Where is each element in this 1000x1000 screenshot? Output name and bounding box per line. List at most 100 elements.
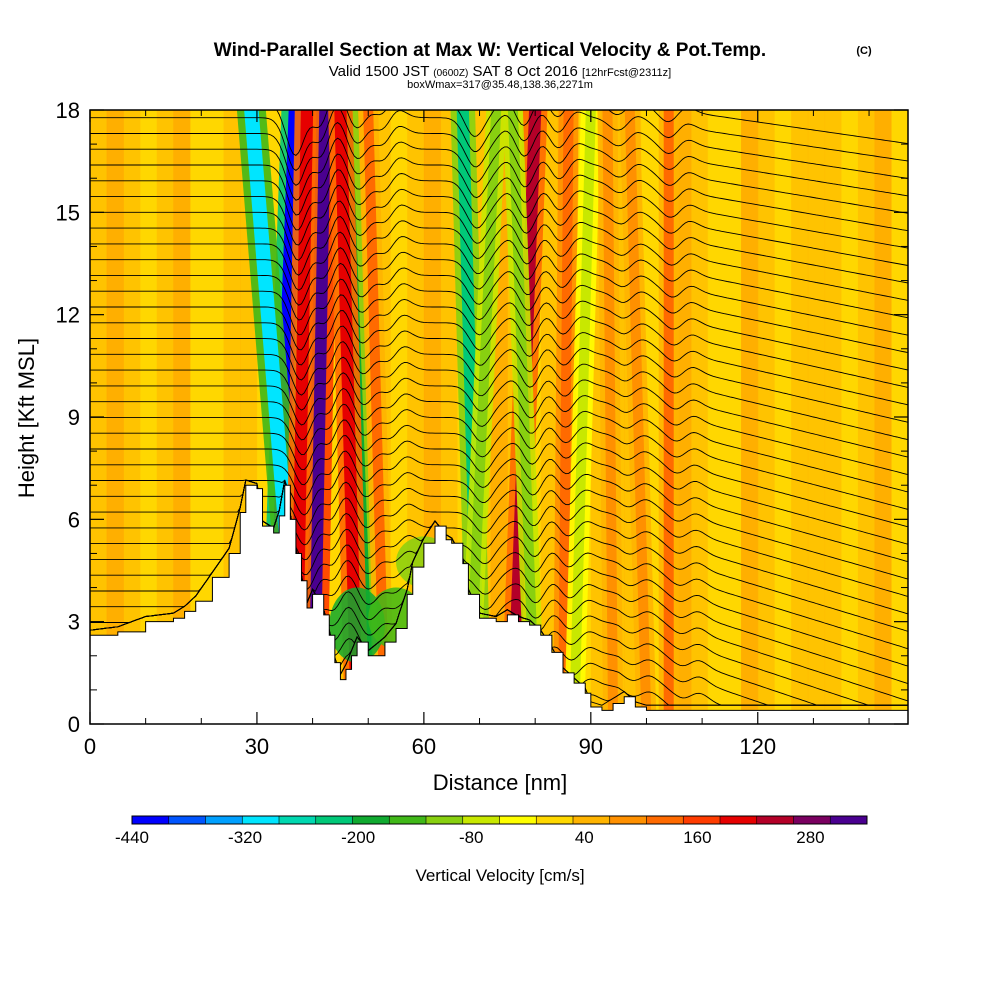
velocity-band xyxy=(557,110,574,724)
isentrope-line xyxy=(90,215,908,284)
y-tick-label: 12 xyxy=(56,303,80,328)
isentrope-line xyxy=(90,110,908,171)
isentrope-line xyxy=(90,403,908,493)
isentrope-line xyxy=(90,479,908,597)
field-stripe xyxy=(841,110,859,724)
isentrope-line xyxy=(90,435,908,528)
colorbar: -440 -320 -200 -80 40 160 280 xyxy=(115,815,868,847)
colorbar-tick-label: 280 xyxy=(796,828,824,847)
colorbar-tick-label: 160 xyxy=(683,828,711,847)
isentrope-line xyxy=(90,450,908,545)
isentrope-line xyxy=(90,262,908,336)
colorbar-swatch xyxy=(205,816,243,824)
isentrope-line xyxy=(90,122,908,186)
velocity-band xyxy=(569,110,596,724)
isentrope-line xyxy=(90,466,908,563)
isentrope-line xyxy=(90,479,908,650)
y-tick-label: 9 xyxy=(68,405,80,430)
colorbar-swatch xyxy=(683,816,721,824)
colorbar-tick-label: -200 xyxy=(341,828,375,847)
y-tick-label: 15 xyxy=(56,200,80,225)
colorbar-swatch xyxy=(168,816,206,824)
colorbar-tick-label: -320 xyxy=(228,828,262,847)
field-stripe xyxy=(857,110,876,724)
x-tick-label: 30 xyxy=(245,734,269,759)
isentrope-line xyxy=(276,110,908,156)
isentrope-line xyxy=(90,372,908,458)
y-tick-label: 6 xyxy=(68,507,80,532)
isentrope-line xyxy=(90,137,908,201)
isentrope-line xyxy=(90,341,908,423)
colorbar-swatch xyxy=(389,816,427,824)
colorbar-swatch xyxy=(462,816,500,824)
velocity-band xyxy=(663,110,674,724)
potential-temperature-contours xyxy=(90,110,908,706)
chart-title: Wind-Parallel Section at Max W: Vertical… xyxy=(214,40,766,61)
subtitle-utc: (0600Z) xyxy=(433,68,468,79)
isentrope-line xyxy=(90,185,908,249)
x-tick-label: 60 xyxy=(412,734,436,759)
isentrope-line xyxy=(90,356,908,441)
colorbar-tick-label: -80 xyxy=(459,828,484,847)
y-axis-label: Height [Kft MSL] xyxy=(14,338,39,498)
colorbar-swatch xyxy=(242,816,280,824)
colorbar-tick-label: 40 xyxy=(575,828,594,847)
field-stripe xyxy=(757,110,775,724)
colorbar-swatch xyxy=(352,816,390,824)
field-stripe xyxy=(874,110,892,724)
colorbar-swatch xyxy=(720,816,758,824)
subtitle-valid: Valid 1500 JST xyxy=(329,63,429,80)
y-tick-label: 3 xyxy=(68,610,80,635)
isentrope-line xyxy=(90,153,908,216)
isentrope-line xyxy=(90,200,908,266)
colorbar-swatch xyxy=(426,816,464,824)
isentrope-line xyxy=(90,247,908,319)
isentrope-line xyxy=(90,419,908,510)
terrain-mask xyxy=(90,484,908,724)
x-tick-label: 0 xyxy=(84,734,96,759)
isentrope-line xyxy=(90,479,908,632)
colorbar-swatch xyxy=(536,816,574,824)
isentrope-line xyxy=(90,387,908,476)
velocity-band xyxy=(463,110,502,724)
chart-subtitle-2: boxWmax=317@35.48,138.36,2271m xyxy=(407,79,593,91)
subtitle-fcst: [12hrFcst@2311z] xyxy=(582,67,671,79)
y-tick-label: 18 xyxy=(56,98,80,123)
field-stripe xyxy=(741,110,759,724)
field-stripe xyxy=(690,110,709,724)
colorbar-swatch xyxy=(573,816,611,824)
axes: 0 30 60 90 120 0 3 6 9 12 15 18 xyxy=(56,98,908,759)
isentrope-line xyxy=(90,310,908,388)
plot-area xyxy=(90,110,908,724)
isentrope-line xyxy=(90,479,908,615)
colorbar-swatch xyxy=(830,816,868,824)
x-tick-label: 120 xyxy=(739,734,776,759)
isentrope-line xyxy=(90,278,908,354)
field-stripe xyxy=(540,110,558,724)
colorbar-swatch xyxy=(756,816,794,824)
field-stripe xyxy=(724,110,742,724)
velocity-band xyxy=(602,110,619,724)
velocity-band xyxy=(624,110,652,724)
colorbar-tick-label: -440 xyxy=(115,828,149,847)
isentrope-line xyxy=(90,231,908,301)
isentrope-line xyxy=(90,294,908,371)
colorbar-swatch xyxy=(279,816,317,824)
isentrope-line xyxy=(90,325,908,406)
chart-subtitle: Valid 1500 JST (0600Z) SAT 8 Oct 2016 [1… xyxy=(329,63,671,80)
subtitle-date: SAT 8 Oct 2016 xyxy=(472,63,577,80)
velocity-band xyxy=(305,110,331,724)
colorbar-swatch xyxy=(315,816,353,824)
colorbar-swatch xyxy=(646,816,684,824)
colorbar-swatch xyxy=(132,816,170,824)
isentrope-line xyxy=(90,479,908,580)
x-tick-label: 90 xyxy=(579,734,603,759)
y-tick-label: 0 xyxy=(68,712,80,737)
x-axis-label: Distance [nm] xyxy=(433,770,568,795)
chart-title-mark: (C) xyxy=(856,45,872,57)
isentrope-line xyxy=(90,169,908,232)
field-stripe xyxy=(807,110,826,724)
colorbar-swatch xyxy=(609,816,647,824)
colorbar-swatch xyxy=(793,816,831,824)
